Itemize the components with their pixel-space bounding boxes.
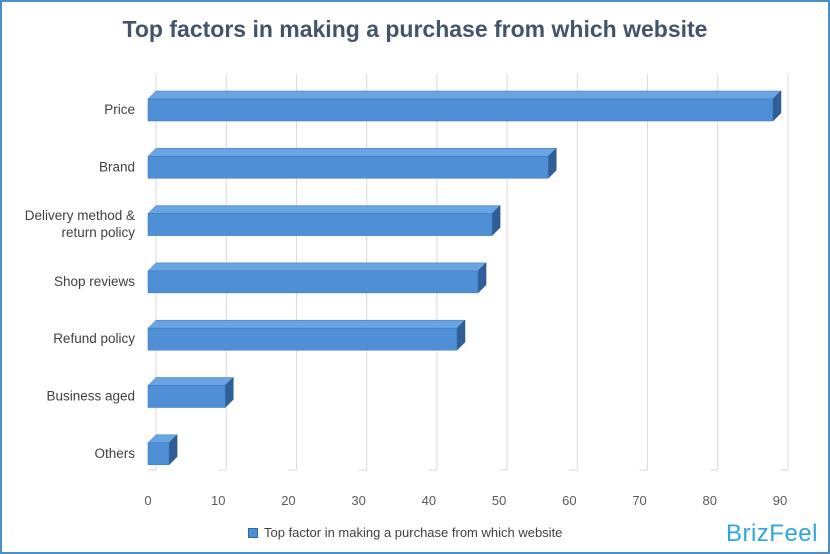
bar	[147, 327, 458, 351]
x-tick-label: 10	[211, 493, 225, 508]
bar-top-face	[147, 90, 782, 100]
x-tick-label: 70	[632, 493, 646, 508]
bar-top-face	[147, 377, 234, 386]
legend-swatch	[248, 527, 258, 538]
bar-top-face	[147, 205, 501, 214]
bar	[147, 98, 774, 122]
category-label: Refund policy	[53, 331, 135, 346]
category-label: Shop reviews	[54, 274, 135, 289]
bar-top-face	[147, 148, 557, 157]
chart-legend: Top factor in making a purchase from whi…	[248, 525, 562, 540]
chart-title: Top factors in making a purchase from wh…	[122, 16, 708, 42]
bar	[147, 385, 226, 408]
bar	[147, 442, 170, 466]
category-label: Brand	[99, 159, 135, 174]
bar	[147, 270, 479, 294]
category-label: Delivery method & return policy	[25, 208, 136, 240]
category-label: Business aged	[46, 389, 135, 404]
x-tick-label: 80	[703, 493, 717, 508]
bar-top-face	[147, 262, 487, 272]
bar	[147, 213, 493, 236]
legend-label: Top factor in making a purchase from whi…	[264, 525, 563, 540]
x-tick-label: 40	[422, 493, 436, 508]
category-label: Price	[104, 102, 135, 117]
x-tick-label: 60	[562, 493, 576, 508]
bar-top-face	[147, 319, 466, 329]
x-tick-label: 30	[351, 493, 365, 508]
category-label: Others	[94, 446, 135, 461]
x-tick-label: 20	[281, 493, 295, 508]
x-tick-label: 90	[773, 493, 787, 508]
x-tick-label: 0	[144, 493, 151, 508]
x-tick-label: 50	[492, 493, 506, 508]
brand-logo: BrizFeel	[725, 520, 818, 547]
bar	[147, 156, 549, 179]
